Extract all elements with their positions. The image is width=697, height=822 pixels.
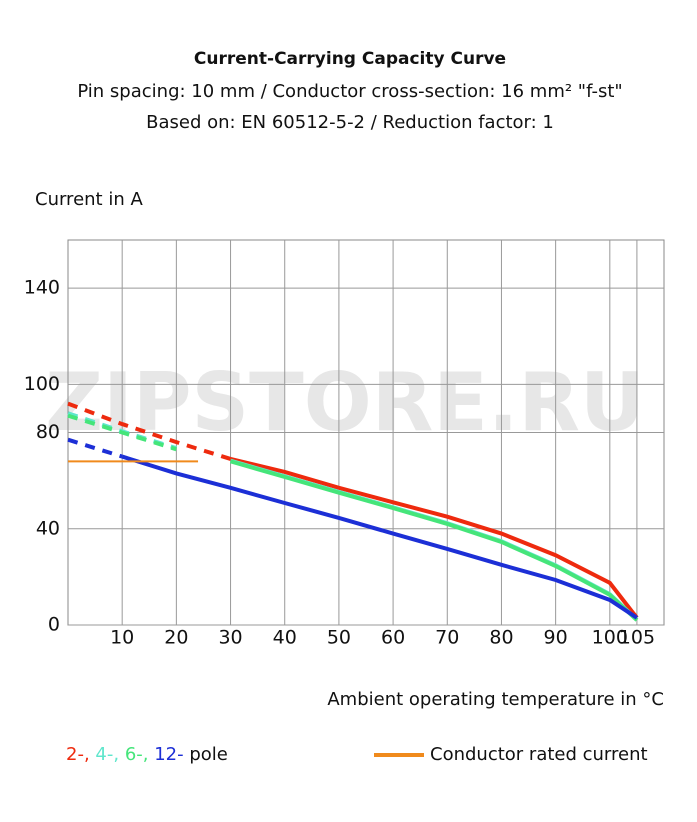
y-tick-label: 100: [24, 373, 60, 395]
legend-entry: Conductor rated current: [430, 744, 648, 765]
x-tick-label: 30: [218, 627, 242, 649]
x-axis-label: Ambient operating temperature in °C: [327, 689, 664, 710]
series-line: [229, 458, 639, 622]
legend-entry: 2-,: [66, 744, 90, 765]
y-tick-label: 0: [48, 614, 60, 636]
y-axis-label: Current in A: [35, 189, 143, 210]
x-tick-label: 50: [327, 627, 351, 649]
series-line: [230, 457, 639, 620]
legend-entry: 6-,: [125, 744, 149, 765]
x-tick-label: 105: [619, 627, 655, 649]
x-tick-label: 40: [273, 627, 297, 649]
x-tick-label: 100: [592, 627, 628, 649]
x-tick-label: 60: [381, 627, 405, 649]
legend-suffix: pole: [189, 744, 228, 765]
y-tick-label: 40: [36, 517, 60, 539]
x-tick-label: 90: [544, 627, 568, 649]
x-tick-label: 10: [110, 627, 134, 649]
legend-entry: 12-: [154, 744, 183, 765]
series-line: [121, 454, 639, 620]
y-tick-label: 80: [36, 421, 60, 443]
x-tick-label: 80: [489, 627, 513, 649]
subtitle: Based on: EN 60512-5-2 / Reduction facto…: [146, 112, 554, 133]
y-tick-label: 140: [24, 277, 60, 299]
x-tick-label: 70: [435, 627, 459, 649]
subtitle: Pin spacing: 10 mm / Conductor cross-sec…: [77, 81, 622, 102]
legend-entry: 4-,: [95, 744, 119, 765]
series-line-dashed: [67, 437, 123, 459]
chart-title: Current-Carrying Capacity Curve: [194, 49, 506, 69]
series-line-dashed: [67, 413, 177, 452]
x-tick-label: 20: [164, 627, 188, 649]
legend: 2-, 4-, 6-, 12- pole: [66, 744, 228, 765]
series-line: [229, 459, 639, 622]
watermark: ZIPSTORE.RU: [45, 356, 645, 449]
